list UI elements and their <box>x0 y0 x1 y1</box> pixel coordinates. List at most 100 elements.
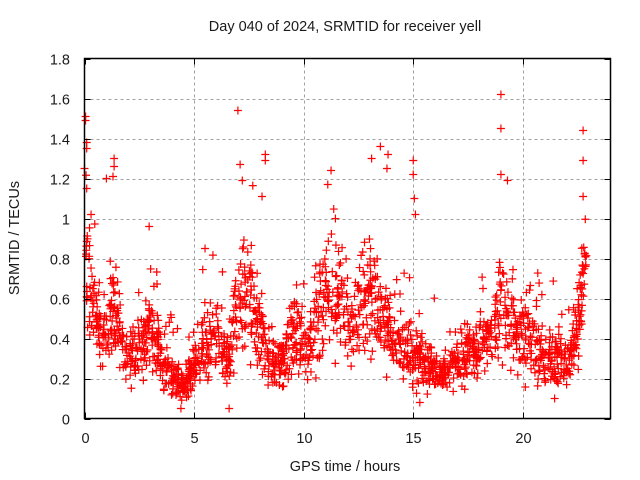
data-point <box>108 172 117 181</box>
data-point <box>350 292 359 301</box>
data-point <box>541 363 550 372</box>
data-point <box>90 219 99 228</box>
data-point <box>512 319 521 328</box>
data-point <box>198 265 207 274</box>
data-point <box>139 344 148 353</box>
data-point <box>187 360 196 369</box>
data-point <box>533 381 542 390</box>
data-point <box>177 374 186 383</box>
data-point <box>359 267 368 276</box>
data-point <box>345 335 354 344</box>
data-point <box>294 307 303 316</box>
data-point <box>154 316 163 325</box>
data-point <box>498 360 507 369</box>
data-point <box>134 288 143 297</box>
data-point <box>526 332 535 341</box>
data-point <box>536 354 545 363</box>
data-point <box>167 378 176 387</box>
data-point <box>242 287 251 296</box>
data-point <box>480 343 489 352</box>
data-point <box>421 339 430 348</box>
data-point <box>529 326 538 335</box>
data-point <box>405 356 414 365</box>
data-point <box>277 366 286 375</box>
data-point <box>141 296 150 305</box>
data-point <box>208 251 217 260</box>
data-point <box>360 270 369 279</box>
data-point <box>368 347 377 356</box>
data-point <box>509 331 518 340</box>
data-point <box>381 284 390 293</box>
data-point <box>392 275 401 284</box>
data-point <box>554 330 563 339</box>
data-point <box>495 258 504 267</box>
data-point <box>306 307 315 316</box>
y-tick-label: 1 <box>62 213 70 229</box>
data-point <box>376 338 385 347</box>
data-point <box>250 337 259 346</box>
data-point <box>388 328 397 337</box>
x-tick-labels: 0 5 10 15 20 <box>81 431 531 447</box>
data-point <box>176 379 185 388</box>
data-point <box>242 300 251 309</box>
data-point <box>252 314 261 323</box>
data-point <box>81 116 90 125</box>
data-point <box>225 371 234 380</box>
data-point <box>397 346 406 355</box>
data-point <box>88 272 97 281</box>
data-point <box>115 289 124 298</box>
data-point <box>94 333 103 342</box>
data-point <box>129 323 138 332</box>
data-point <box>176 404 185 413</box>
data-point <box>412 326 421 335</box>
data-point <box>402 320 411 329</box>
x-tick-label: 10 <box>296 431 312 447</box>
data-point <box>207 330 216 339</box>
data-point <box>90 289 99 298</box>
data-point <box>454 369 463 378</box>
data-point <box>364 281 373 290</box>
data-point <box>441 346 450 355</box>
data-point <box>204 372 213 381</box>
data-point <box>320 255 329 264</box>
data-point <box>225 350 234 359</box>
data-point <box>508 274 517 283</box>
data-point <box>527 364 536 373</box>
data-point <box>156 361 165 370</box>
data-point <box>574 295 583 304</box>
data-point <box>219 338 228 347</box>
data-point <box>217 303 226 312</box>
data-point <box>324 237 333 246</box>
data-point <box>274 353 283 362</box>
data-point <box>152 327 161 336</box>
data-point <box>391 345 400 354</box>
data-point <box>236 160 245 169</box>
data-point <box>335 291 344 300</box>
data-point <box>569 320 578 329</box>
data-point <box>376 327 385 336</box>
data-point <box>571 308 580 317</box>
data-point <box>100 314 109 323</box>
data-point <box>142 361 151 370</box>
data-point <box>449 387 458 396</box>
data-point <box>519 311 528 320</box>
data-point <box>390 339 399 348</box>
data-point <box>191 341 200 350</box>
data-point <box>566 370 575 379</box>
data-point <box>396 307 405 316</box>
data-point <box>230 327 239 336</box>
data-point <box>523 323 532 332</box>
data-point <box>520 344 529 353</box>
data-point <box>525 286 534 295</box>
data-point <box>184 392 193 401</box>
data-point <box>366 355 375 364</box>
data-point <box>185 364 194 373</box>
data-point <box>382 373 391 382</box>
data-point <box>509 353 518 362</box>
data-point <box>438 380 447 389</box>
data-point <box>578 284 587 293</box>
data-point <box>109 278 118 287</box>
data-point <box>421 368 430 377</box>
data-point <box>505 328 514 337</box>
data-point <box>470 350 479 359</box>
